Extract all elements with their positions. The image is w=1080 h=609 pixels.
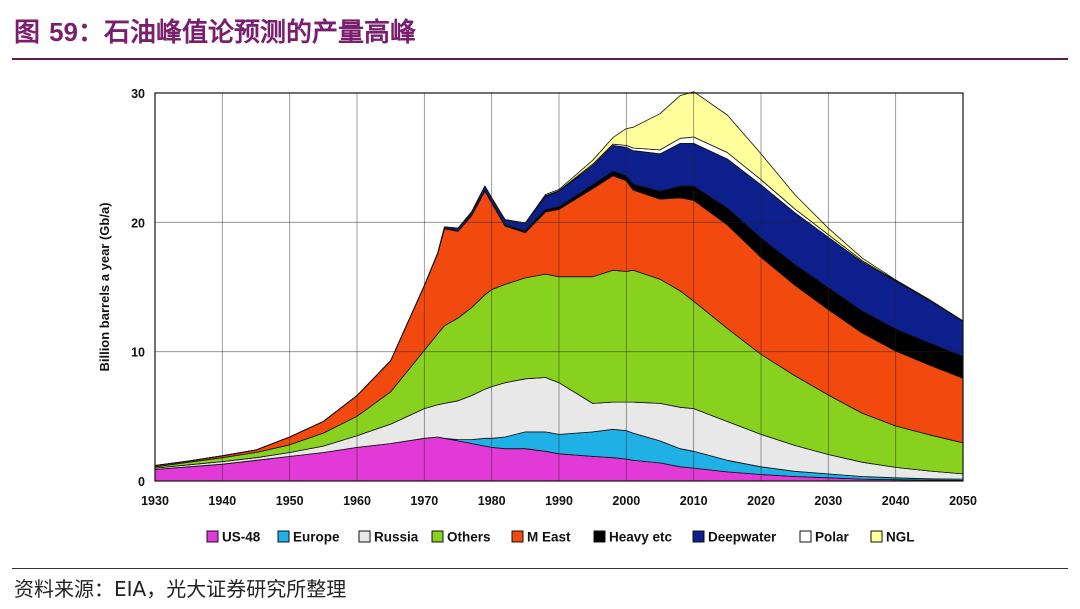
legend-label-m-east: M East (527, 530, 571, 545)
y-tick-label: 0 (138, 475, 145, 489)
legend: US-48 Europe Russia Others M East Heavy etc De… (206, 530, 915, 545)
figure-title-number: 59 (49, 17, 78, 47)
legend-label-russia: Russia (374, 530, 419, 545)
y-tick-label: 30 (131, 87, 145, 101)
legend-label-polar: Polar (815, 530, 850, 545)
oil-production-chart: 1930 1940 1950 1960 1970 1980 1990 2000 2010 2020… (97, 87, 977, 545)
x-tick-label: 1990 (545, 494, 573, 508)
legend-swatch-russia (358, 530, 371, 543)
x-tick-label: 2050 (949, 494, 977, 508)
legend-label-ngl: NGL (886, 530, 915, 545)
legend-label-us-48: US-48 (222, 530, 261, 545)
x-tick-label: 2010 (680, 494, 708, 508)
x-tick-label: 1960 (343, 494, 371, 508)
source-divider (12, 568, 1068, 569)
x-tick-label: 2040 (882, 494, 910, 508)
y-tick-label: 20 (131, 216, 145, 230)
legend-swatch-polar (799, 530, 812, 543)
y-tick-label: 10 (131, 346, 145, 360)
x-tick-label: 1970 (410, 494, 438, 508)
title-divider (12, 58, 1068, 60)
legend-swatch-deepwater (692, 530, 705, 543)
x-tick-label: 1950 (276, 494, 304, 508)
legend-swatch-ngl (870, 530, 883, 543)
axes: 1930 1940 1950 1960 1970 1980 1990 2000 2010 2020… (131, 87, 977, 508)
y-axis-label: Billion barrels a year (Gb/a) (97, 202, 112, 371)
x-tick-label: 2020 (747, 494, 775, 508)
legend-swatch-europe (277, 530, 290, 543)
x-tick-label: 1980 (478, 494, 506, 508)
x-tick-label: 1930 (141, 494, 169, 508)
x-tick-label: 2030 (814, 494, 842, 508)
figure-title-text: ：石油峰值论预测的产量高峰 (77, 18, 416, 48)
figure-title-prefix: 图 (14, 18, 50, 48)
legend-label-heavy-etc: Heavy etc (609, 530, 673, 545)
legend-swatch-us-48 (206, 530, 219, 543)
figure-title: 图 59：石油峰值论预测的产量高峰 (14, 12, 416, 48)
plot-frame (154, 92, 964, 482)
legend-swatch-m-east (511, 530, 524, 543)
x-tick-label: 1940 (208, 494, 236, 508)
legend-swatch-heavy-etc (593, 530, 606, 543)
x-tick-label: 2000 (612, 494, 640, 508)
legend-swatch-others (431, 530, 444, 543)
legend-label-europe: Europe (293, 530, 340, 545)
legend-label-others: Others (447, 530, 491, 545)
source-note: 资料来源：EIA，光大证券研究所整理 (14, 577, 347, 601)
legend-label-deepwater: Deepwater (708, 530, 777, 545)
